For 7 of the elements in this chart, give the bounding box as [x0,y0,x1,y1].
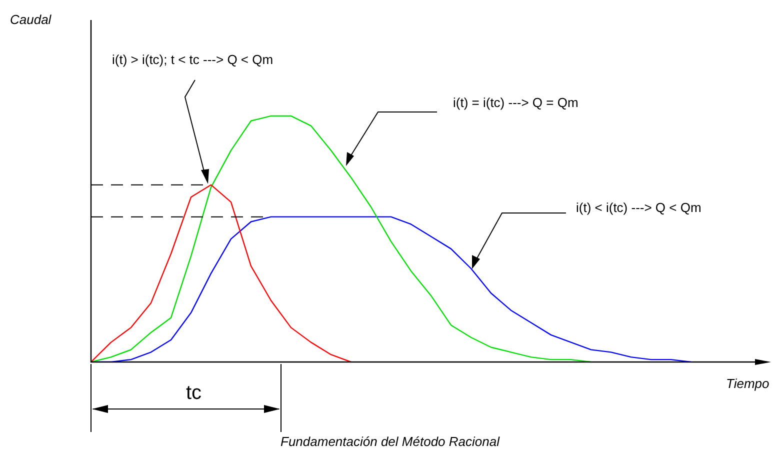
text: tc [186,382,202,405]
text: i(t) > i(tc); t < tc ---> Q < Qm [112,52,274,67]
text: Caudal [10,12,52,27]
text: i(t) = i(tc) ---> Q = Qm [453,95,578,110]
text: Fundamentación del Método Racional [280,434,500,449]
x-axis-title: Tiempo [726,376,770,391]
annotation: i(t) < i(tc) ---> Q < Qm [576,200,702,215]
